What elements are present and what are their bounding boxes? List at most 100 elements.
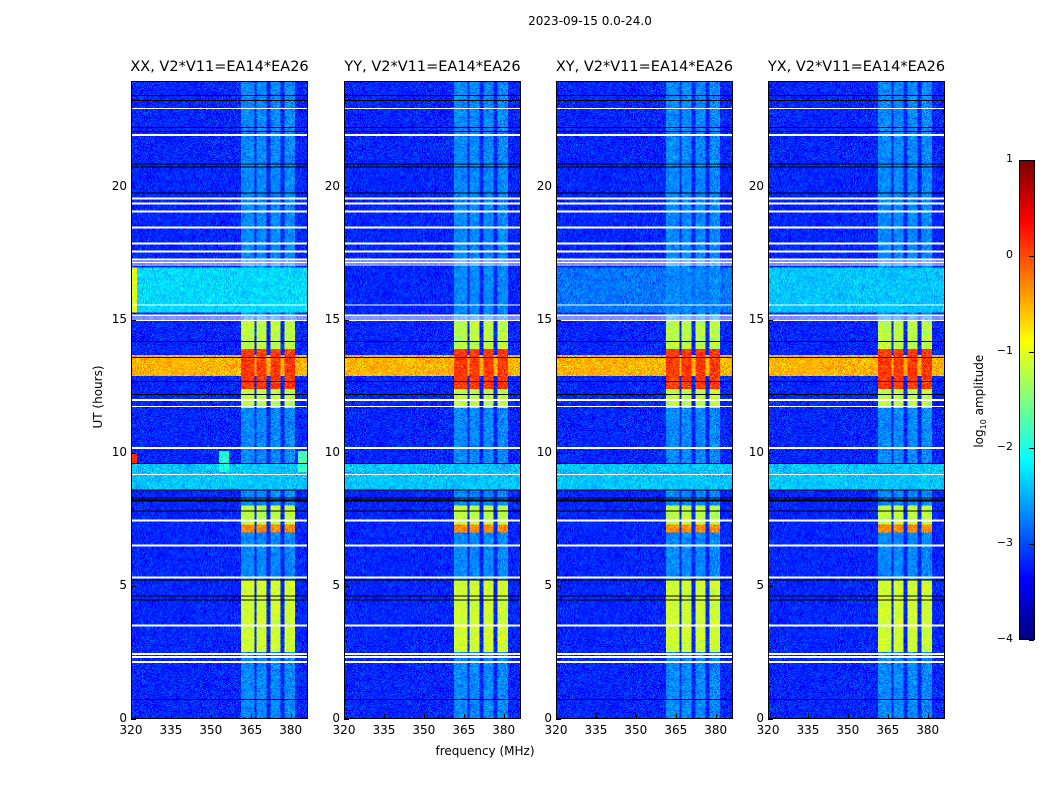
y-tick-label: 20 — [536, 179, 552, 194]
panel-title: XX, V2*V11=EA14*EA26 — [130, 59, 309, 75]
x-tick-label: 320 — [332, 723, 356, 737]
x-tick-label: 380 — [916, 723, 940, 737]
y-tick-label: 5 — [332, 578, 340, 593]
colorbar-tick-label: −4 — [996, 632, 1013, 645]
y-tick-label: 0 — [756, 711, 764, 725]
x-axis-label: frequency (MHz) — [435, 744, 535, 758]
x-tick-label: 335 — [159, 723, 183, 737]
x-tick-label: 380 — [704, 723, 728, 737]
panel-title: XY, V2*V11=EA14*EA26 — [555, 59, 734, 75]
y-tick-label: 10 — [111, 445, 127, 460]
x-tick-mark — [675, 714, 677, 719]
x-tick-mark — [887, 714, 889, 719]
x-tick-mark — [423, 714, 425, 719]
y-tick-mark — [131, 187, 136, 189]
y-tick-mark — [344, 719, 349, 720]
x-tick-mark — [250, 714, 252, 719]
y-tick-label: 0 — [332, 711, 340, 725]
y-tick-mark — [768, 719, 773, 720]
panel-title: YX, V2*V11=EA14*EA26 — [767, 59, 946, 75]
y-tick-label: 15 — [748, 312, 764, 327]
x-tick-label: 350 — [836, 723, 860, 737]
x-tick-mark — [503, 714, 505, 719]
x-tick-mark — [383, 714, 385, 719]
x-tick-mark — [768, 714, 769, 719]
y-tick-mark — [768, 187, 773, 189]
heatmap-panel — [344, 81, 521, 719]
y-tick-mark — [131, 453, 136, 455]
x-tick-mark — [715, 714, 717, 719]
y-tick-label: 15 — [536, 312, 552, 327]
panel-title: YY, V2*V11=EA14*EA26 — [344, 59, 521, 75]
colorbar-tick-label: −3 — [996, 536, 1013, 549]
y-tick-label: 15 — [324, 312, 340, 327]
x-tick-label: 320 — [119, 723, 143, 737]
x-tick-mark — [807, 714, 809, 719]
x-tick-label: 365 — [664, 723, 688, 737]
x-tick-mark — [463, 714, 465, 719]
colorbar-tick-mark — [1029, 160, 1034, 161]
y-tick-mark — [556, 719, 561, 720]
y-tick-label: 5 — [756, 578, 764, 593]
y-tick-label: 15 — [111, 312, 127, 327]
x-tick-label: 350 — [199, 723, 223, 737]
x-tick-mark — [595, 714, 597, 719]
y-tick-label: 10 — [324, 445, 340, 460]
figure-title: 2023-09-15 0.0-24.0 — [528, 14, 652, 28]
colorbar-tick-mark — [1029, 544, 1034, 545]
x-tick-mark — [927, 714, 929, 719]
y-tick-mark — [344, 453, 349, 455]
y-tick-label: 0 — [119, 711, 127, 725]
x-tick-mark — [635, 714, 637, 719]
x-tick-label: 365 — [876, 723, 900, 737]
y-tick-mark — [131, 320, 136, 322]
colorbar-tick-label: 0 — [1006, 248, 1013, 261]
y-tick-mark — [768, 453, 773, 455]
y-tick-mark — [556, 320, 561, 322]
x-tick-label: 335 — [584, 723, 608, 737]
y-tick-label: 10 — [536, 445, 552, 460]
x-tick-label: 365 — [239, 723, 263, 737]
x-tick-label: 380 — [492, 723, 516, 737]
y-tick-mark — [556, 187, 561, 189]
x-tick-label: 335 — [372, 723, 396, 737]
heatmap-panel — [768, 81, 945, 719]
y-tick-label: 20 — [111, 179, 127, 194]
y-tick-mark — [131, 586, 136, 588]
x-tick-mark — [344, 714, 345, 719]
x-tick-mark — [170, 714, 172, 719]
y-tick-label: 5 — [119, 578, 127, 593]
x-tick-mark — [290, 714, 292, 719]
y-tick-label: 20 — [324, 179, 340, 194]
y-tick-mark — [131, 719, 136, 720]
y-tick-mark — [768, 586, 773, 588]
y-tick-mark — [768, 320, 773, 322]
x-tick-label: 320 — [544, 723, 568, 737]
y-tick-label: 10 — [748, 445, 764, 460]
heatmap-image — [345, 82, 520, 718]
y-tick-label: 5 — [544, 578, 552, 593]
heatmap-panel — [131, 81, 308, 719]
x-tick-label: 320 — [756, 723, 780, 737]
x-tick-label: 365 — [452, 723, 476, 737]
x-tick-label: 335 — [796, 723, 820, 737]
x-tick-label: 350 — [624, 723, 648, 737]
colorbar-tick-label: 1 — [1006, 152, 1013, 165]
y-axis-label: UT (hours) — [91, 365, 105, 429]
colorbar-tick-mark — [1029, 352, 1034, 353]
y-tick-label: 0 — [544, 711, 552, 725]
y-tick-mark — [344, 187, 349, 189]
y-tick-label: 20 — [748, 179, 764, 194]
heatmap-panel — [556, 81, 733, 719]
y-tick-mark — [344, 320, 349, 322]
x-tick-label: 350 — [412, 723, 436, 737]
x-tick-mark — [556, 714, 557, 719]
heatmap-image — [769, 82, 944, 718]
colorbar-tick-mark — [1029, 448, 1034, 449]
colorbar-tick-mark — [1029, 640, 1034, 641]
colorbar-tick-label: −2 — [996, 440, 1013, 453]
x-tick-label: 380 — [279, 723, 303, 737]
x-tick-mark — [847, 714, 849, 719]
x-tick-mark — [210, 714, 212, 719]
